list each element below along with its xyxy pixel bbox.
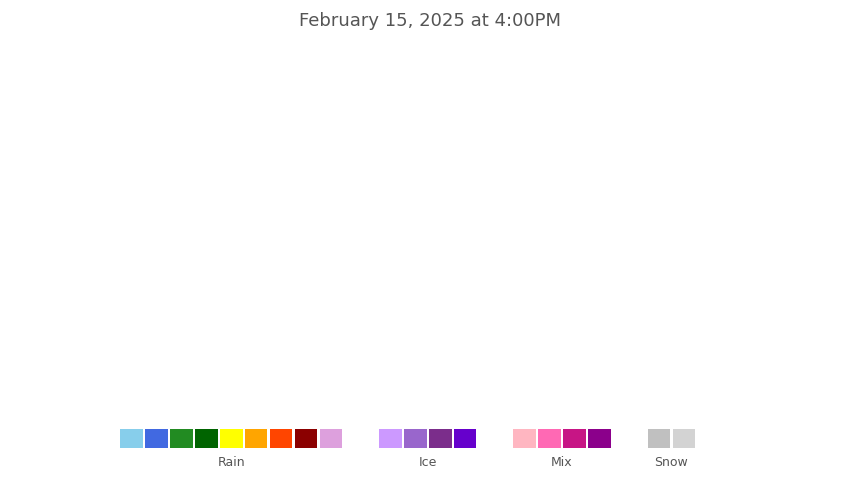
Text: Ice: Ice	[419, 456, 437, 469]
Text: Mix: Mix	[551, 456, 573, 469]
Text: Snow: Snow	[654, 456, 688, 469]
Text: February 15, 2025 at 4:00PM: February 15, 2025 at 4:00PM	[299, 12, 561, 30]
Text: Rain: Rain	[218, 456, 245, 469]
